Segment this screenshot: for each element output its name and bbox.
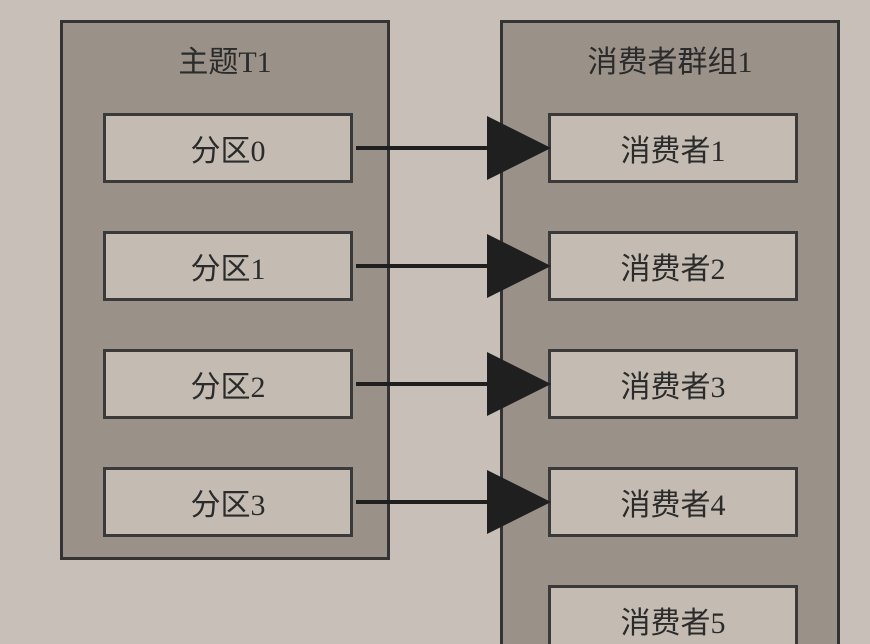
partition-node: 分区3 xyxy=(103,467,353,537)
consumer-label: 消费者3 xyxy=(621,362,726,406)
partition-label: 分区1 xyxy=(191,244,266,288)
topic-group-title: 主题T1 xyxy=(63,37,387,89)
topic-group: 主题T1 分区0 分区1 分区2 分区3 xyxy=(60,20,390,560)
partition-label: 分区3 xyxy=(191,480,266,524)
consumer-node: 消费者3 xyxy=(548,349,798,419)
consumer-label: 消费者4 xyxy=(621,480,726,524)
consumer-label: 消费者5 xyxy=(621,598,726,642)
partition-label: 分区0 xyxy=(191,126,266,170)
consumer-group: 消费者群组1 消费者1 消费者2 消费者3 消费者4 消费者5 xyxy=(500,20,840,644)
consumer-label: 消费者1 xyxy=(621,126,726,170)
consumer-group-title: 消费者群组1 xyxy=(503,37,837,89)
consumer-node: 消费者5 xyxy=(548,585,798,644)
consumer-node: 消费者1 xyxy=(548,113,798,183)
partition-label: 分区2 xyxy=(191,362,266,406)
partition-node: 分区1 xyxy=(103,231,353,301)
consumer-node: 消费者2 xyxy=(548,231,798,301)
partition-node: 分区2 xyxy=(103,349,353,419)
consumer-node: 消费者4 xyxy=(548,467,798,537)
consumer-label: 消费者2 xyxy=(621,244,726,288)
diagram-canvas: 主题T1 分区0 分区1 分区2 分区3 消费者群组1 消费者1 消费者2 消费… xyxy=(0,0,870,644)
partition-node: 分区0 xyxy=(103,113,353,183)
